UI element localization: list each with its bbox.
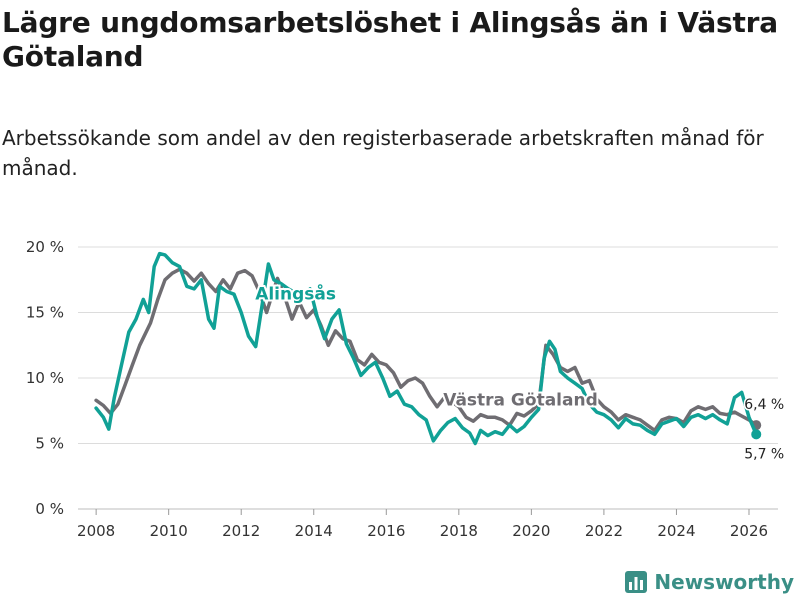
x-tick-label: 2010	[150, 522, 188, 540]
series-label-alingsas: Alingsås	[255, 282, 336, 304]
series-label-vastra-gotaland: Västra Götaland	[443, 391, 598, 411]
y-tick-label: 20 %	[26, 238, 64, 256]
brand-logo[interactable]: Newsworthy	[624, 570, 794, 594]
x-tick-label: 2008	[77, 522, 115, 540]
chart-subtitle: Arbetssökande som andel av den registerb…	[2, 126, 764, 180]
x-axis: 2008 2010 2012 2014 2016 2018 2020 2022 2024 2026	[77, 509, 768, 540]
gridlines	[78, 246, 778, 510]
y-tick-label: 15 %	[26, 304, 64, 322]
endpoint-alingsas	[751, 429, 762, 440]
series-line-alingsas	[94, 251, 758, 446]
x-tick-label: 2016	[367, 522, 405, 540]
brand-name: Newsworthy	[654, 570, 794, 594]
x-tick-label: 2012	[222, 522, 260, 540]
y-axis: 0 % 5 % 10 % 15 % 20 %	[26, 238, 64, 518]
bar-chart-logo-icon	[625, 571, 648, 593]
chart-title: Lägre ungdomsarbetslöshet i Alingsås än …	[2, 6, 778, 73]
y-tick-label: 10 %	[26, 369, 64, 387]
x-tick-label: 2024	[657, 522, 695, 540]
end-value-vastra-gotaland: 6,4 %	[744, 397, 784, 413]
x-tick-label: 2020	[512, 522, 550, 540]
series-lines	[94, 251, 762, 446]
x-tick-label: 2026	[730, 522, 768, 540]
y-tick-label: 5 %	[35, 435, 64, 453]
series-line-vastra-gotaland	[94, 267, 758, 433]
series-labels: Västra Götaland Alingsås 6,4 % 5,7 %	[253, 280, 786, 463]
x-tick-label: 2014	[295, 522, 333, 540]
x-tick-label: 2018	[440, 522, 478, 540]
end-value-alingsas: 5,7 %	[744, 446, 784, 462]
x-tick-label: 2022	[585, 522, 623, 540]
y-tick-label: 0 %	[35, 500, 64, 518]
